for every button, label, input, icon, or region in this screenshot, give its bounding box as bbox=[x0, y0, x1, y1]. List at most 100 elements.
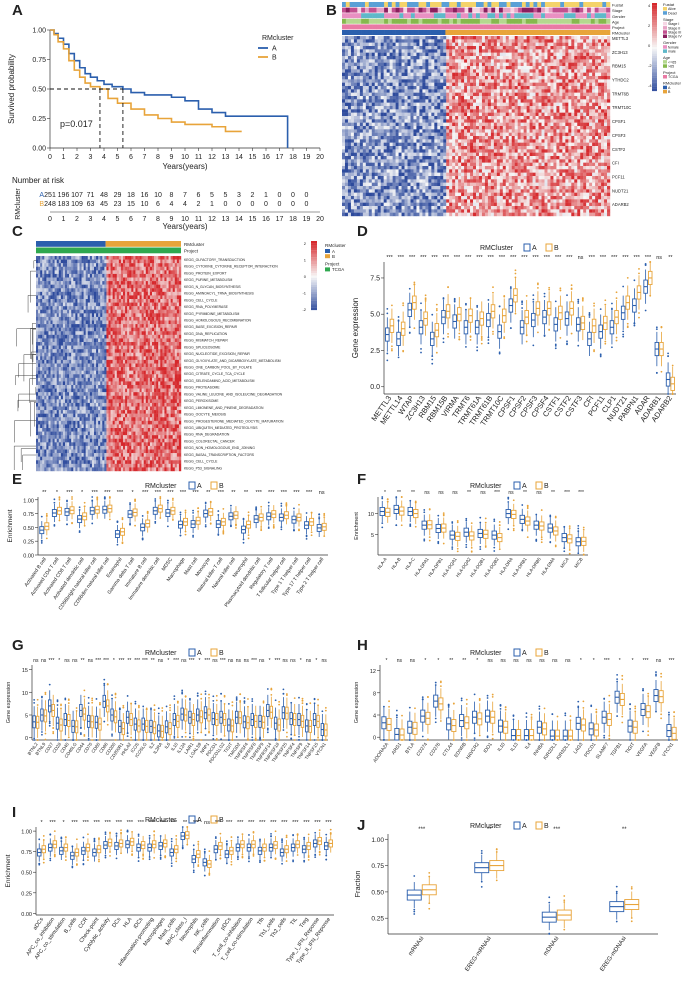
heatmap-cell bbox=[553, 103, 556, 107]
heatmap-cell bbox=[479, 63, 482, 67]
heatmap-cell bbox=[437, 53, 440, 57]
heatmap-cell bbox=[580, 113, 583, 117]
heatmap-cell bbox=[574, 83, 577, 87]
heatmap-cell bbox=[583, 143, 586, 147]
heatmap-cell bbox=[410, 79, 413, 83]
annotation-cell bbox=[484, 13, 488, 18]
heatmap-cell bbox=[601, 183, 604, 187]
heatmap-cell bbox=[351, 129, 354, 133]
heatmap-cell bbox=[571, 46, 574, 50]
heatmap-cell bbox=[601, 136, 604, 140]
heatmap-cell bbox=[437, 179, 440, 183]
heatmap-cell bbox=[440, 139, 443, 143]
heatmap-cell bbox=[586, 129, 589, 133]
heatmap-cell bbox=[351, 69, 354, 73]
heatmap-cell bbox=[402, 59, 405, 63]
heatmap-cell bbox=[595, 53, 598, 57]
heatmap-cell bbox=[342, 143, 345, 147]
heatmap-cell bbox=[500, 59, 503, 63]
heatmap-cell bbox=[396, 56, 399, 60]
heatmap-cell bbox=[565, 86, 568, 90]
heatmap-cell bbox=[580, 116, 583, 120]
heatmap-cell bbox=[595, 99, 598, 103]
annotation-cell bbox=[583, 30, 587, 35]
heatmap-cell bbox=[580, 46, 583, 50]
heatmap-cell bbox=[408, 106, 411, 110]
annotation-cell bbox=[495, 13, 499, 18]
heatmap-cell bbox=[393, 53, 396, 57]
heatmap-cell bbox=[416, 56, 419, 60]
heatmap-cell bbox=[506, 196, 509, 200]
heatmap-cell bbox=[345, 86, 348, 90]
heatmap-cell bbox=[607, 76, 610, 80]
heatmap-cell bbox=[485, 153, 488, 157]
heatmap-cell bbox=[515, 153, 518, 157]
heatmap-cell bbox=[360, 66, 363, 70]
annotation-cell bbox=[545, 13, 549, 18]
heatmap-cell bbox=[405, 49, 408, 53]
heatmap-cell bbox=[539, 149, 542, 153]
heatmap-cell bbox=[363, 153, 366, 157]
heatmap-cell bbox=[482, 193, 485, 197]
annotation-cell bbox=[522, 24, 526, 29]
x-tick-label: 18 bbox=[289, 154, 297, 161]
heatmap-cell bbox=[348, 166, 351, 170]
heatmap-cell bbox=[410, 73, 413, 77]
heatmap-cell bbox=[464, 59, 467, 63]
heatmap-cell bbox=[396, 39, 399, 43]
heatmap-cell bbox=[607, 93, 610, 97]
heatmap-cell bbox=[518, 109, 521, 113]
heatmap-cell bbox=[491, 59, 494, 63]
heatmap-cell bbox=[488, 53, 491, 57]
heatmap-cell bbox=[342, 89, 345, 93]
heatmap-cell bbox=[443, 79, 446, 83]
heatmap-cell bbox=[577, 116, 580, 120]
heatmap-cell bbox=[550, 159, 553, 163]
heatmap-cell bbox=[515, 49, 518, 53]
annotation-cell bbox=[480, 13, 484, 18]
heatmap-cell bbox=[488, 169, 491, 173]
heatmap-cell bbox=[467, 69, 470, 73]
heatmap-cell bbox=[553, 179, 556, 183]
annotation-cell bbox=[373, 2, 377, 7]
annotation-cell bbox=[484, 30, 488, 35]
heatmap-cell bbox=[375, 113, 378, 117]
heatmap-cell bbox=[452, 126, 455, 130]
heatmap-cell bbox=[366, 106, 369, 110]
annotation-cell bbox=[572, 19, 576, 24]
heatmap-cell bbox=[482, 183, 485, 187]
heatmap-cell bbox=[512, 153, 515, 157]
annotation-cell bbox=[461, 30, 465, 35]
heatmap-cell bbox=[494, 159, 497, 163]
heatmap-cell bbox=[542, 176, 545, 180]
heatmap-cell bbox=[422, 53, 425, 57]
heatmap-cell bbox=[595, 59, 598, 63]
heatmap-cell bbox=[479, 166, 482, 170]
heatmap-cell bbox=[592, 86, 595, 90]
heatmap-cell bbox=[366, 43, 369, 47]
heatmap-cell bbox=[509, 196, 512, 200]
heatmap-cell bbox=[387, 83, 390, 87]
heatmap-cell bbox=[351, 106, 354, 110]
heatmap-cell bbox=[482, 59, 485, 63]
heatmap-cell bbox=[604, 89, 607, 93]
heatmap-cell bbox=[473, 126, 476, 130]
heatmap-cell bbox=[482, 56, 485, 60]
heatmap-cell bbox=[571, 63, 574, 67]
heatmap-cell bbox=[595, 63, 598, 67]
heatmap-cell bbox=[589, 96, 592, 100]
heatmap-cell bbox=[512, 106, 515, 110]
heatmap-cell bbox=[515, 129, 518, 133]
heatmap-cell bbox=[443, 146, 446, 150]
annotation-cell bbox=[445, 19, 449, 24]
heatmap-cell bbox=[482, 69, 485, 73]
heatmap-cell bbox=[443, 179, 446, 183]
heatmap-cell bbox=[589, 159, 592, 163]
heatmap-cell bbox=[360, 146, 363, 150]
heatmap-cell bbox=[604, 69, 607, 73]
heatmap-cell bbox=[542, 43, 545, 47]
heatmap-cell bbox=[402, 123, 405, 127]
heatmap-cell bbox=[530, 39, 533, 43]
heatmap-cell bbox=[428, 179, 431, 183]
heatmap-cell bbox=[562, 89, 565, 93]
